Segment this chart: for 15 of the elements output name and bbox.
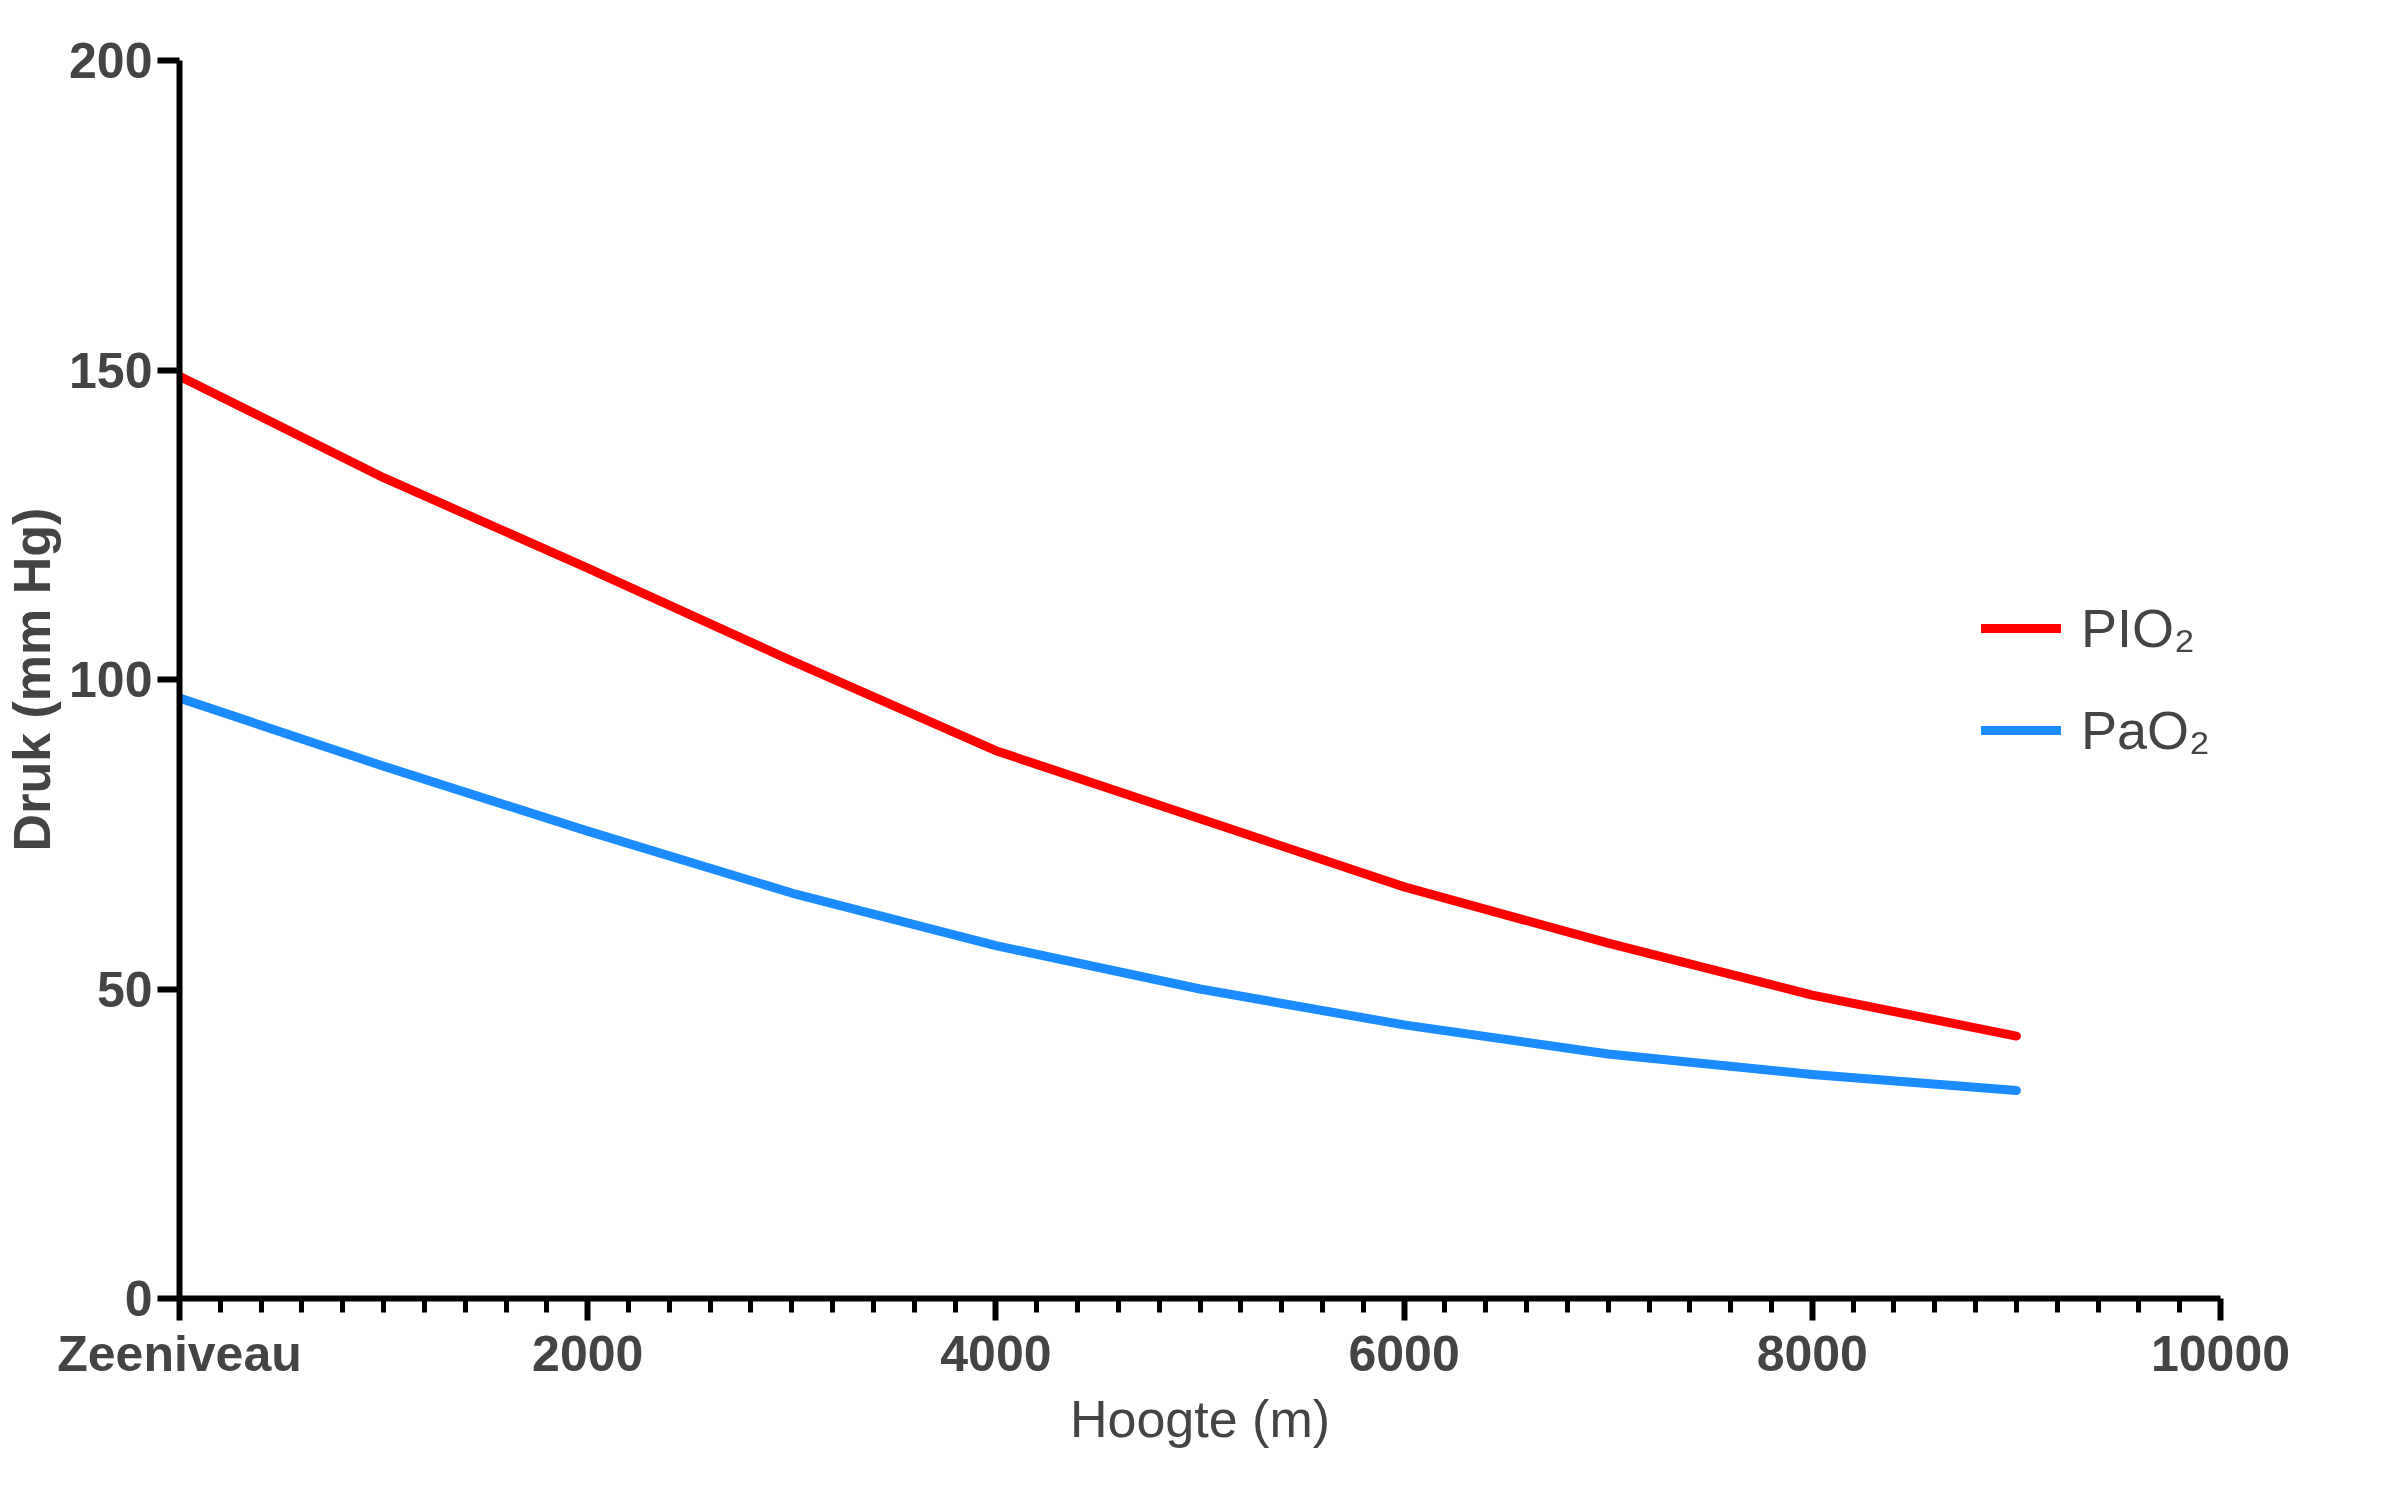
x-tick-label: 4000: [940, 1325, 1052, 1382]
legend-label: PIO₂: [2080, 597, 2195, 659]
x-axis-title: Hoogte (m): [1069, 1389, 1331, 1448]
y-tick-label: 200: [69, 33, 153, 89]
y-tick-label: 150: [69, 342, 153, 399]
legend-label: PaO₂: [2080, 699, 2210, 761]
y-axis-title: Druk (mm Hg): [3, 507, 62, 852]
x-tick-label: 10000: [2150, 1325, 2291, 1382]
x-tick-label: 8000: [1756, 1325, 1868, 1382]
y-tick-label: 0: [124, 1271, 153, 1327]
x-tick-label: 2000: [532, 1325, 644, 1382]
y-tick-label: 50: [96, 961, 153, 1018]
y-tick-label: 100: [69, 652, 153, 708]
x-tick-label: Zeeniveau: [57, 1325, 302, 1382]
x-tick-label: 6000: [1348, 1325, 1460, 1382]
